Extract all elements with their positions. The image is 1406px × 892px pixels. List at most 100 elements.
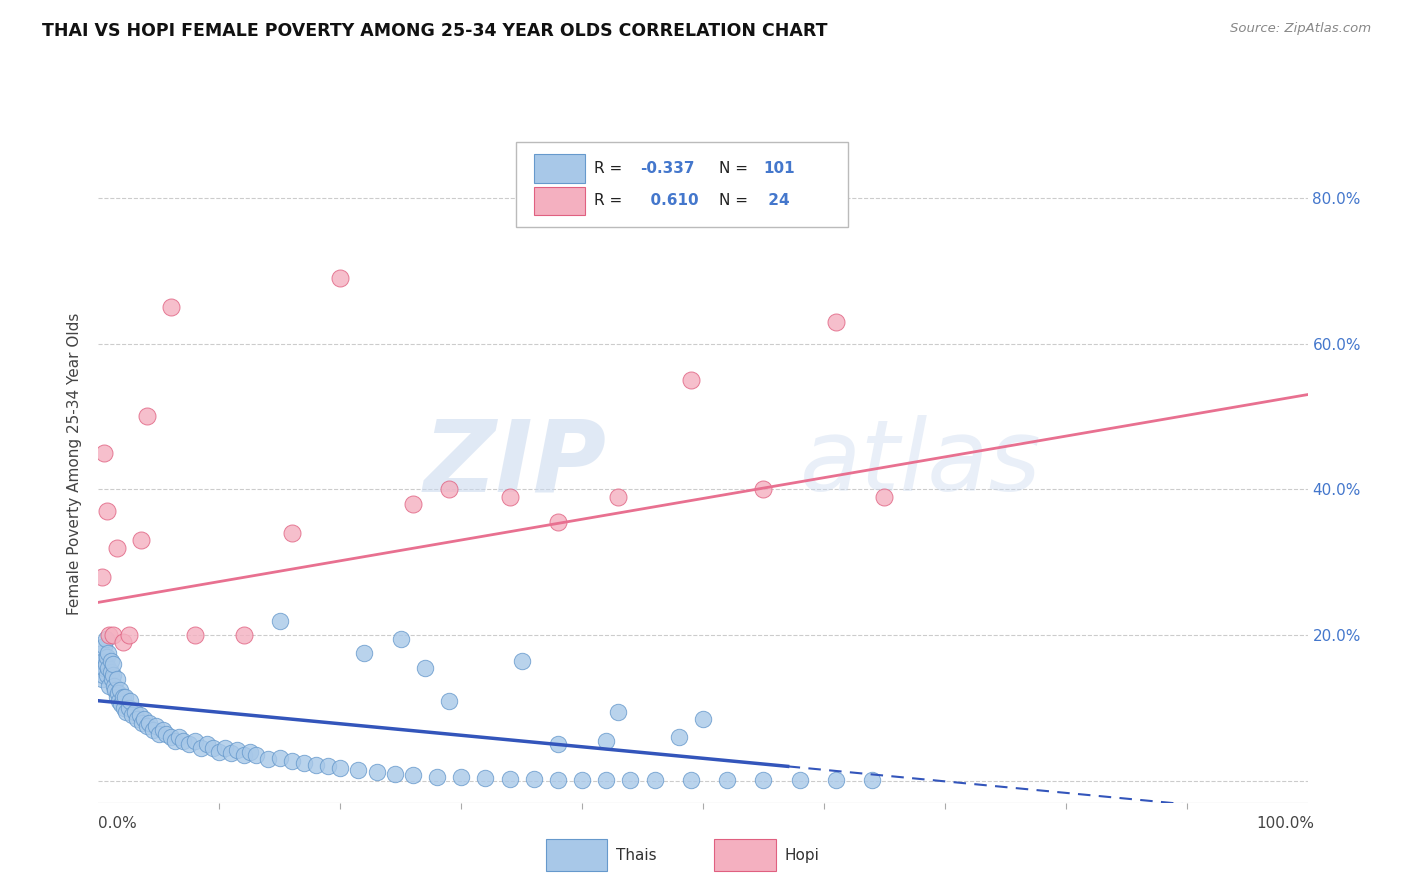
- Point: [450, 770, 472, 784]
- Point: [93, 639, 115, 653]
- Point: [232, 748, 254, 763]
- Point: [155, 726, 177, 740]
- Point: [98, 679, 121, 693]
- Point: [103, 679, 125, 693]
- FancyBboxPatch shape: [516, 142, 848, 227]
- Point: [129, 533, 152, 548]
- Point: [873, 490, 896, 504]
- Point: [571, 773, 593, 788]
- Point: [245, 748, 267, 763]
- Point: [389, 632, 412, 646]
- Point: [127, 712, 149, 726]
- Point: [105, 672, 128, 686]
- Point: [93, 446, 115, 460]
- Point: [134, 712, 156, 726]
- Point: [402, 768, 425, 782]
- Point: [138, 715, 160, 730]
- Point: [91, 672, 114, 686]
- Point: [668, 730, 690, 744]
- Point: [100, 672, 122, 686]
- Point: [90, 657, 112, 672]
- Point: [607, 705, 630, 719]
- Point: [232, 628, 254, 642]
- Point: [108, 694, 131, 708]
- Point: [112, 701, 135, 715]
- Point: [96, 650, 118, 665]
- Point: [692, 712, 714, 726]
- Point: [226, 743, 249, 757]
- Point: [329, 761, 352, 775]
- Point: [202, 741, 225, 756]
- Text: atlas: atlas: [800, 416, 1042, 512]
- Point: [152, 723, 174, 737]
- Point: [135, 409, 157, 424]
- Point: [121, 708, 143, 723]
- Point: [347, 763, 370, 777]
- Point: [239, 745, 262, 759]
- Text: 0.610: 0.610: [640, 194, 699, 209]
- Point: [110, 698, 132, 712]
- Text: N =: N =: [718, 161, 752, 176]
- Text: 101: 101: [763, 161, 794, 176]
- Point: [547, 773, 569, 788]
- Point: [402, 497, 425, 511]
- Text: THAI VS HOPI FEMALE POVERTY AMONG 25-34 YEAR OLDS CORRELATION CHART: THAI VS HOPI FEMALE POVERTY AMONG 25-34 …: [42, 22, 828, 40]
- Point: [547, 738, 569, 752]
- Point: [860, 773, 883, 788]
- Point: [595, 734, 617, 748]
- Point: [94, 632, 117, 646]
- Point: [145, 719, 167, 733]
- Point: [426, 770, 449, 784]
- Point: [100, 665, 122, 679]
- Point: [316, 759, 339, 773]
- Point: [91, 646, 114, 660]
- Point: [169, 730, 191, 744]
- Point: [96, 504, 118, 518]
- Point: [118, 701, 141, 715]
- Point: [190, 741, 212, 756]
- Point: [89, 661, 111, 675]
- Point: [111, 635, 134, 649]
- Point: [221, 746, 243, 760]
- Point: [305, 758, 328, 772]
- Y-axis label: Female Poverty Among 25-34 Year Olds: Female Poverty Among 25-34 Year Olds: [67, 313, 83, 615]
- Point: [413, 661, 436, 675]
- Point: [523, 772, 546, 787]
- Point: [184, 734, 207, 748]
- Point: [142, 723, 165, 737]
- Point: [128, 708, 150, 723]
- Point: [93, 661, 115, 675]
- Point: [91, 570, 114, 584]
- Text: Source: ZipAtlas.com: Source: ZipAtlas.com: [1230, 22, 1371, 36]
- FancyBboxPatch shape: [534, 154, 585, 183]
- Point: [214, 741, 236, 756]
- Point: [825, 315, 848, 329]
- Point: [607, 490, 630, 504]
- Point: [105, 541, 128, 555]
- Point: [437, 483, 460, 497]
- Point: [163, 734, 186, 748]
- Text: 0.0%: 0.0%: [98, 816, 138, 831]
- Point: [107, 686, 129, 700]
- Point: [111, 690, 134, 705]
- Point: [91, 668, 114, 682]
- Point: [825, 773, 848, 788]
- Point: [547, 515, 569, 529]
- Point: [124, 705, 146, 719]
- Point: [789, 773, 811, 788]
- Point: [281, 754, 304, 768]
- Point: [269, 614, 291, 628]
- Point: [384, 766, 406, 780]
- Text: R =: R =: [595, 161, 627, 176]
- Point: [752, 483, 775, 497]
- Point: [353, 646, 375, 660]
- Point: [498, 490, 520, 504]
- Point: [644, 773, 666, 788]
- Point: [595, 773, 617, 788]
- Point: [292, 756, 315, 770]
- Point: [148, 726, 170, 740]
- Point: [329, 271, 352, 285]
- Point: [498, 772, 520, 786]
- Point: [195, 738, 218, 752]
- Point: [437, 694, 460, 708]
